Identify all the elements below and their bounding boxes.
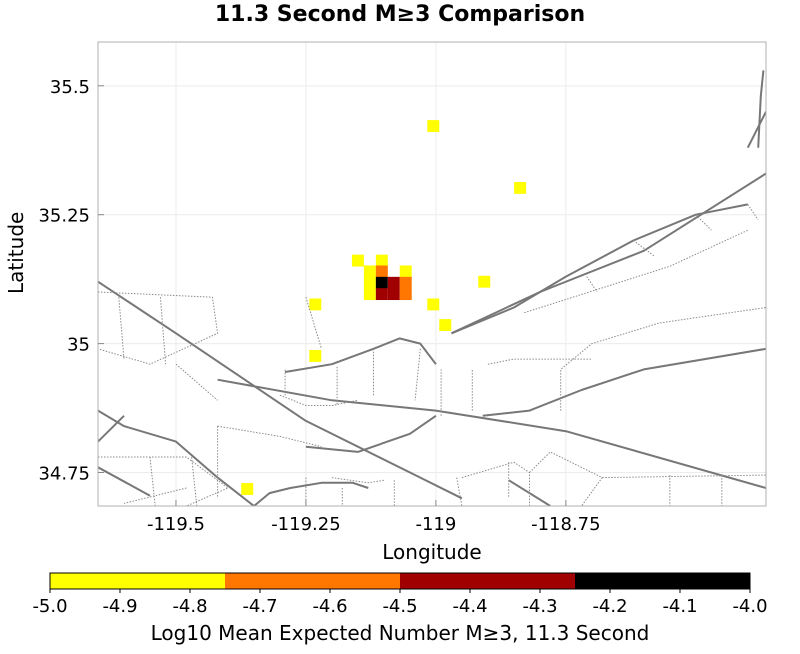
fault-trace-dotted [524,229,749,314]
heat-cell [363,288,376,301]
fault-trace-dotted [159,297,167,365]
fault-line [305,414,437,453]
fault-line [217,378,766,489]
x-axis-title: Longitude [382,540,482,564]
fault-trace-dotted [487,358,592,365]
heat-cell [427,298,440,311]
x-tick-label: -118.75 [531,514,600,535]
fault-trace-dotted [331,477,384,484]
heat-cell [375,265,388,278]
heat-cell [387,288,400,301]
fault-line [98,466,151,497]
heat-cell [363,265,376,278]
fault-trace-dotted [98,456,229,506]
colorbar-segment [225,573,400,589]
plot-area [98,70,766,506]
y-tick-label: 35.5 [50,77,90,98]
heat-cell [427,120,440,132]
heat-cell [363,276,376,289]
plot-frame [97,41,767,507]
fault-line [98,280,463,500]
colorbar-tick-label: -4.3 [522,596,557,617]
heat-cell [478,275,491,288]
fault-trace-dotted [118,297,125,360]
heat-cell [351,254,364,267]
y-tick-label: 35 [67,335,90,356]
fault-trace-dotted [461,461,530,506]
fault-trace-dotted [586,276,598,293]
colorbar-tick-label: -4.1 [662,596,697,617]
y-tick-label: 35.25 [38,206,90,227]
x-tick-label: -119 [415,514,456,535]
heat-cell [514,181,527,194]
fault-trace-dotted [217,425,322,448]
chart-title: 11.3 Second M≥3 Comparison [214,2,586,27]
fault-trace-dotted [191,456,198,506]
fault-trace-dotted [175,363,218,401]
fault-trace-dotted [98,291,219,365]
fault-line [451,203,748,335]
y-tick-label: 34.75 [38,463,90,484]
heat-cell [309,298,322,311]
heatmap-plot: -119.5 -119.25 -119 -118.75 34.75 35 35.25 35.5 [38,41,767,535]
fault-trace-dotted [747,204,759,221]
fault-line [482,347,766,417]
fault-line [757,70,765,148]
colorbar-tick-label: -4.8 [172,596,207,617]
heat-cell [439,319,452,331]
x-tick-label: -119.25 [271,514,340,535]
colorbar-tick-label: -4.2 [592,596,627,617]
heat-cell [375,288,388,301]
heat-cell [309,350,322,362]
fault-trace-dotted [414,348,421,401]
heat-cell [241,483,254,495]
fault-trace-dotted [279,394,358,406]
fault-line [284,337,437,373]
colorbar-tick-label: -4.9 [102,596,137,617]
heat-cell [375,254,388,267]
x-tick-label: -119.5 [147,514,205,535]
colorbar-tick-label: -4.0 [732,596,767,617]
colorbar-title: Log10 Mean Expected Number M≥3, 11.3 Sec… [150,621,650,645]
fault-line [746,111,766,149]
heat-cell [387,276,400,289]
fault-line [253,481,369,506]
colorbar-tick-label: -4.4 [452,596,487,617]
fault-trace-dotted [633,240,655,257]
colorbar-segment [50,573,225,589]
colorbar-tick-label: -4.5 [382,596,417,617]
fault-trace-dotted [456,477,463,506]
colorbar-segment [575,573,750,589]
heat-cell [399,265,412,278]
colorbar-segment [400,573,575,589]
heat-cell [399,288,412,301]
fault-trace-dotted [602,474,766,479]
fault-trace-dotted [149,456,156,506]
fault-line [98,415,125,443]
heat-cell [399,276,412,289]
fault-trace-dotted [560,307,766,411]
colorbar-tick-label: -5.0 [32,596,67,617]
colorbar-tick-label: -4.6 [312,596,347,617]
heat-cell [375,276,388,289]
fault-trace-dotted [695,214,712,231]
fault-trace-dotted [529,451,603,506]
fault-line [98,409,255,506]
colorbar-tick-label: -4.7 [242,596,277,617]
